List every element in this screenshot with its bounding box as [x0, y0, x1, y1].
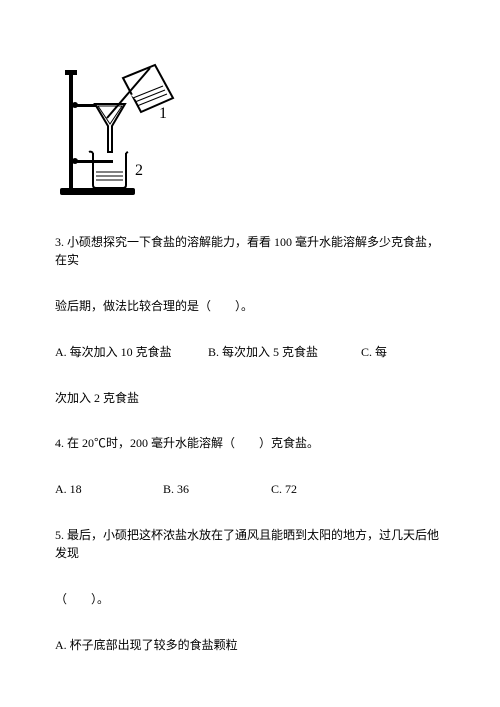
funnel [95, 104, 125, 152]
beaker [89, 152, 128, 188]
question-3-options: A. 每次加入 10 克食盐 B. 每次加入 5 克食盐 C. 每 [55, 343, 445, 361]
q3-option-b: B. 每次加入 5 克食盐 [208, 343, 358, 361]
question-5-options: A. 杯子底部出现了较多的食盐颗粒 [55, 636, 445, 654]
question-3-line2: 验后期，做法比较合理的是（ ）。 [55, 297, 445, 315]
question-4-options: A. 18 B. 36 C. 72 [55, 480, 445, 498]
diagram-svg: 2 1 [55, 60, 185, 200]
q4-option-a: A. 18 [55, 480, 160, 498]
label-2: 2 [135, 162, 143, 179]
question-5-line2: （ ）。 [55, 590, 445, 608]
question-5-line1: 5. 最后，小硕把这杯浓盐水放在了通风且能晒到太阳的地方，过几天后他发现 [55, 526, 445, 562]
q3-option-c-cont: 次加入 2 克食盐 [55, 389, 445, 406]
filtration-diagram: 2 1 [55, 60, 445, 205]
label-1: 1 [159, 105, 167, 122]
question-4: 4. 在 20℃时，200 毫升水能溶解（ ）克食盐。 [55, 434, 445, 452]
q5-option-a: A. 杯子底部出现了较多的食盐颗粒 [55, 638, 238, 652]
question-3-line1: 3. 小硕想探究一下食盐的溶解能力，看看 100 毫升水能溶解多少克食盐，在实 [55, 233, 445, 269]
q3-option-c-prefix: C. 每 [361, 345, 387, 359]
q4-option-c: C. 72 [271, 482, 297, 496]
q3-option-a: A. 每次加入 10 克食盐 [55, 343, 205, 361]
q4-option-b: B. 36 [163, 480, 268, 498]
